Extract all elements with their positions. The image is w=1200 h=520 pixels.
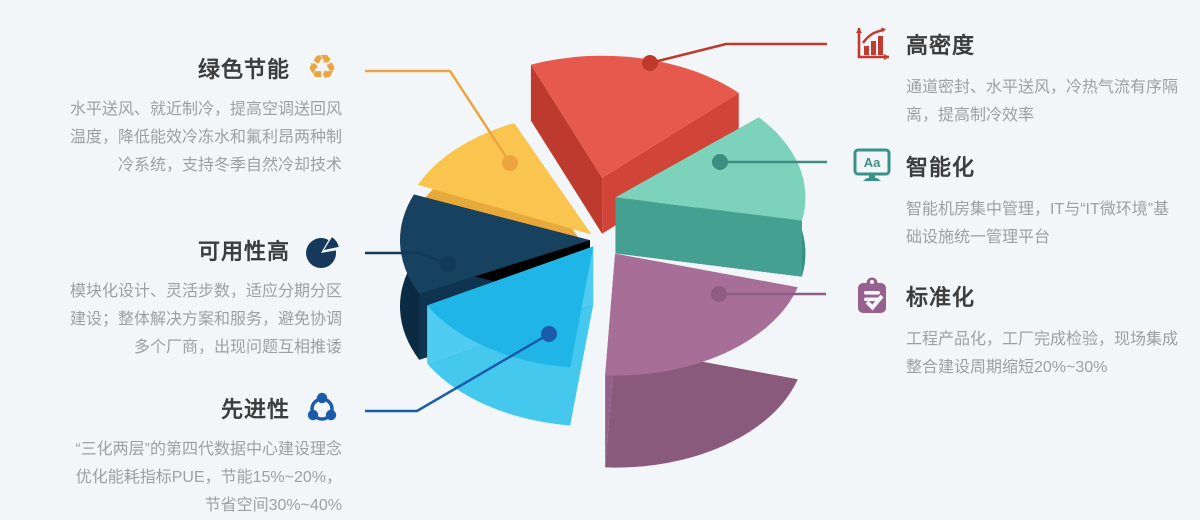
callout-dot-standardized [711,286,727,302]
pie-slice-high-density [530,55,739,178]
pie-slice-wall-intelligent [615,197,802,277]
share-network-icon [302,388,342,428]
feature-standardized: 标准化 工程产品化，工厂完成检验，现场集成整合建设周期缩短20%~30% [852,276,1192,382]
recycle-icon: ♻ [302,48,342,88]
feature-title: 绿色节能 [197,57,290,82]
feature-desc: 工程产品化，工厂完成检验，现场集成整合建设周期缩短20%~30% [906,331,1179,376]
callout-line-high-density [649,42,827,65]
pie-slice-intelligent [615,117,806,221]
pie-slice-wall-high-density [530,64,603,234]
feature-desc: 通道密封、水平送风，冷热气流有序隔离，提高制冷效率 [906,79,1179,124]
feature-desc: “三化两层”的第四代数据中心建设理念优化能耗指标PUE，节能15%~20%，节省… [75,441,342,514]
callout-dot-high-density [642,55,658,71]
bar-chart-rise-icon [852,24,892,64]
callout-line-high-availability [365,251,449,266]
callout-line-advanced [365,332,550,413]
pie-slice-standardized [605,253,798,376]
callout-dot-green-energy [502,155,518,171]
clipboard-check-icon [852,276,892,316]
feature-green-energy: 绿色节能 ♻ 水平送风、就近制冷，提高空调送回风温度，降低能效冷冻水和氟利昂两种… [40,48,342,180]
feature-title: 先进性 [220,397,290,422]
callout-dot-advanced [541,326,557,342]
feature-high-availability: 可用性高 模块化设计、灵活步数，适应分期分区建设；整体解决方案和服务，避免协调多… [40,230,342,362]
feature-title: 高密度 [906,33,976,58]
feature-desc: 模块化设计、灵活步数，适应分期分区建设；整体解决方案和服务，避免协调多个厂商，出… [69,283,342,356]
callout-line-green-energy [365,69,512,164]
svg-text:Aa: Aa [864,155,881,170]
feature-title: 标准化 [906,285,976,310]
pie-slice-green-energy [417,123,592,235]
pie-chart-icon [302,230,342,270]
callout-dot-intelligent [712,154,728,170]
feature-title: 智能化 [906,155,976,180]
monitor-aa-icon: Aa [852,146,892,186]
feature-desc: 水平送风、就近制冷，提高空调送回风温度，降低能效冷冻水和氟利昂两种制冷系统，支持… [69,101,342,174]
feature-advanced: 先进性 “三化两层”的第四代数据中心建设理念优化能耗指标PUE，节能15%~20… [40,388,342,520]
feature-high-density: 高密度 通道密封、水平送风，冷热气流有序隔离，提高制冷效率 [852,24,1192,130]
feature-desc: 智能机房集中管理，IT与“IT微环境”基础设施统一管理平台 [906,201,1170,246]
recycle-glyph: ♻ [306,48,338,88]
feature-title: 可用性高 [197,239,290,264]
feature-intelligent: Aa 智能化 智能机房集中管理，IT与“IT微环境”基础设施统一管理平台 [852,146,1192,252]
callout-dot-high-availability [440,256,456,272]
pie-slice-rim-standardized [605,345,798,468]
